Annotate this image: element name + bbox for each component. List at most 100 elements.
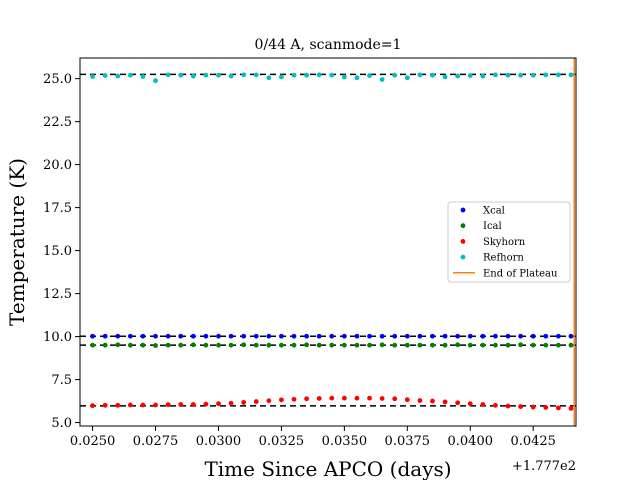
series-skyhorn xyxy=(90,395,574,411)
y-tick-label: 22.5 xyxy=(43,115,72,130)
data-point xyxy=(505,72,511,78)
data-point xyxy=(555,342,561,348)
data-point xyxy=(127,333,133,339)
data-point xyxy=(430,333,435,339)
data-point xyxy=(505,403,511,409)
data-point xyxy=(291,72,297,78)
data-point xyxy=(417,333,423,339)
x-tick-label: 0.0250 xyxy=(70,434,116,449)
data-point xyxy=(442,399,448,405)
data-point xyxy=(493,342,498,348)
data-point xyxy=(518,333,524,339)
data-point xyxy=(392,72,398,78)
data-point xyxy=(316,72,322,78)
data-point xyxy=(404,397,410,403)
plot-area xyxy=(80,58,576,426)
data-point xyxy=(241,400,247,405)
x-tick-label: 0.0400 xyxy=(448,434,494,449)
data-point xyxy=(140,74,146,79)
data-point xyxy=(480,333,486,339)
legend-marker xyxy=(460,254,466,260)
data-point xyxy=(279,397,284,403)
data-point xyxy=(127,342,133,348)
data-point xyxy=(203,333,209,339)
y-tick-label: 20.0 xyxy=(43,158,72,173)
data-point xyxy=(266,333,272,339)
data-point xyxy=(404,75,410,81)
data-point xyxy=(90,342,95,348)
data-point xyxy=(379,396,385,401)
data-point xyxy=(266,75,272,81)
data-point xyxy=(102,402,108,408)
data-point xyxy=(530,72,536,78)
data-point xyxy=(178,333,184,339)
data-point xyxy=(153,333,158,339)
data-point xyxy=(291,342,297,348)
data-point xyxy=(568,342,574,348)
data-point xyxy=(354,395,360,401)
x-offset-label: +1.777e2 xyxy=(512,459,576,474)
data-point xyxy=(392,342,398,348)
data-point xyxy=(316,342,322,348)
data-point xyxy=(253,333,259,339)
data-point xyxy=(291,333,297,339)
data-point xyxy=(216,342,221,348)
y-tick-label: 15.0 xyxy=(43,244,72,259)
data-point xyxy=(555,72,561,78)
data-point xyxy=(178,342,184,348)
data-point xyxy=(367,333,372,339)
data-point xyxy=(165,333,171,339)
data-point xyxy=(329,395,335,401)
data-point xyxy=(518,342,524,348)
data-point xyxy=(228,400,234,406)
data-point xyxy=(430,342,435,348)
data-point xyxy=(279,342,284,348)
data-point xyxy=(165,72,171,78)
data-point xyxy=(417,72,423,78)
legend-label: Xcal xyxy=(483,206,505,217)
legend: Xcal Ical Skyhorn Refhorn End of Plateau xyxy=(447,201,571,283)
data-point xyxy=(140,342,146,348)
data-point xyxy=(417,398,423,403)
data-point xyxy=(304,333,309,339)
data-point xyxy=(505,342,511,348)
x-tick-label: 0.0325 xyxy=(259,434,305,449)
data-point xyxy=(266,398,272,404)
data-point xyxy=(304,342,309,348)
data-point xyxy=(153,78,158,84)
data-point xyxy=(102,73,108,78)
data-point xyxy=(467,342,473,348)
data-point xyxy=(505,333,511,339)
data-point xyxy=(467,73,473,78)
data-point xyxy=(228,73,234,79)
data-point xyxy=(165,402,171,408)
x-axis: 0.0250 0.0275 0.0300 0.0325 0.0350 0.0375 0.04… xyxy=(70,426,556,449)
data-point xyxy=(518,72,524,78)
data-point xyxy=(480,402,486,407)
data-point xyxy=(430,398,435,404)
x-tick-label: 0.0275 xyxy=(133,434,179,449)
chart-title: 0/44 A, scanmode=1 xyxy=(255,37,402,53)
data-point xyxy=(102,342,108,348)
data-point xyxy=(555,405,561,411)
data-point xyxy=(228,342,234,348)
legend-label: Skyhorn xyxy=(483,237,526,248)
data-point xyxy=(127,72,133,78)
y-tick-label: 5.0 xyxy=(51,416,72,431)
data-point xyxy=(190,73,196,79)
data-point xyxy=(329,333,335,339)
data-point xyxy=(455,400,461,406)
data-point xyxy=(127,402,133,408)
x-tick-label: 0.0300 xyxy=(196,434,242,449)
data-point xyxy=(190,342,196,348)
data-point xyxy=(354,75,360,81)
data-point xyxy=(392,396,398,402)
data-point xyxy=(304,396,309,402)
data-point xyxy=(543,333,549,339)
data-point xyxy=(178,402,184,407)
data-point xyxy=(304,72,309,78)
data-point xyxy=(518,404,524,409)
data-point xyxy=(530,333,536,339)
data-point xyxy=(115,402,121,408)
data-point xyxy=(279,74,284,80)
